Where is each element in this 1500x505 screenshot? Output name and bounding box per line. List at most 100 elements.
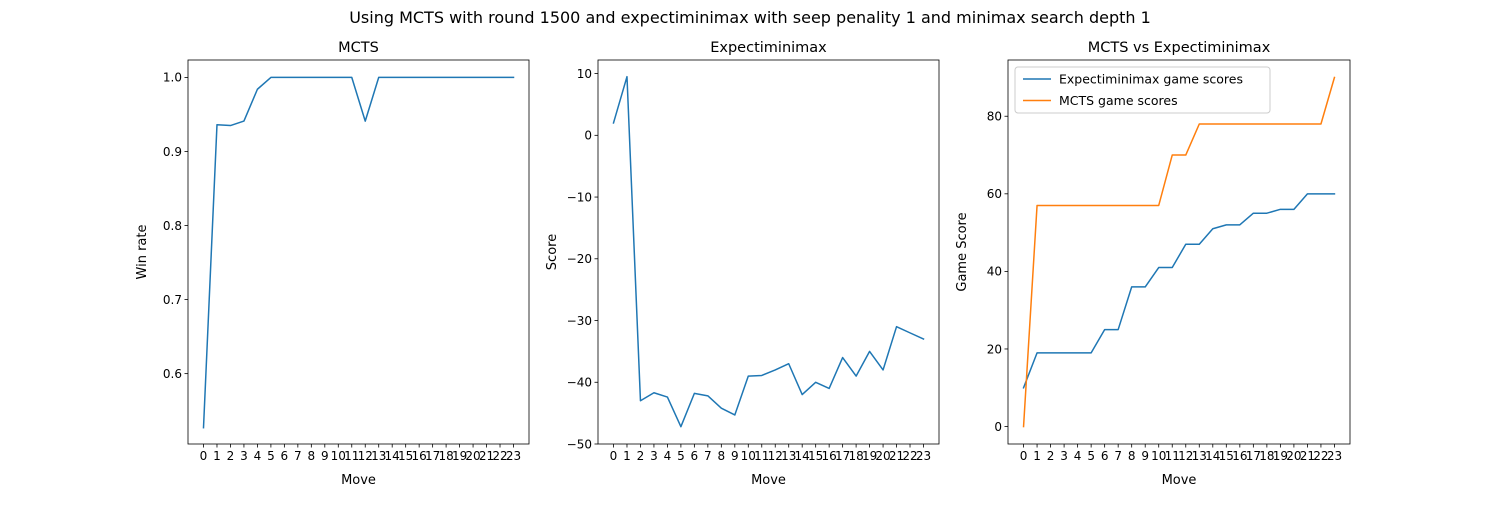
plot-frame [187, 59, 530, 445]
x-tick-label: 21 [889, 449, 904, 463]
x-tick-label: 22 [902, 449, 917, 463]
chart-panel-1: 0 1 2 3 4 5 6 7 8 9 10111213141516171819202122230.… [135, 40, 530, 488]
x-tick-label: 8 [718, 449, 726, 463]
x-axis-label: Move [751, 473, 786, 488]
figure-suptitle: Using MCTS with round 1500 and expectimi… [349, 8, 1151, 27]
chart-title: Expectiminimax [710, 40, 827, 56]
x-tick-label: 6 [281, 449, 289, 463]
y-tick-label: 10 [577, 67, 592, 81]
x-tick-label: 4 [664, 449, 672, 463]
x-axis-label: Move [341, 473, 376, 488]
y-tick-label: 0.8 [163, 219, 182, 233]
x-tick-label: 12 [768, 449, 783, 463]
series-line-2 [1022, 76, 1336, 428]
x-tick-label: 15 [1219, 449, 1234, 463]
y-axis-label: Score [545, 234, 560, 270]
x-tick-label: 1 [623, 449, 631, 463]
y-tick-label: 20 [987, 342, 1002, 356]
x-tick-label: 3 [650, 449, 658, 463]
y-tick-label: −50 [567, 437, 592, 451]
x-tick-label: 2 [227, 449, 235, 463]
x-tick-label: 12 [358, 449, 373, 463]
x-tick-label: 16 [1232, 449, 1247, 463]
x-tick-label: 8 [308, 449, 316, 463]
x-tick-label: 1 [213, 449, 221, 463]
chart-panel-3: 0 1 2 3 4 5 6 7 8 9 101112131415161718192021222302… [955, 40, 1351, 488]
x-tick-label: 5 [267, 449, 275, 463]
x-tick-label: 13 [781, 449, 796, 463]
x-tick-label: 16 [822, 449, 837, 463]
x-tick-label: 17 [1246, 449, 1261, 463]
x-tick-label: 15 [398, 449, 413, 463]
x-tick-label: 0 [200, 449, 208, 463]
x-tick-label: 7 [704, 449, 712, 463]
x-tick-label: 14 [1205, 449, 1220, 463]
x-tick-label: 7 [1114, 449, 1122, 463]
x-axis-label: Move [1162, 473, 1197, 488]
series-line-1 [202, 76, 515, 429]
x-tick-label: 17 [835, 449, 850, 463]
plot-frame [597, 59, 940, 445]
x-tick-label: 23 [506, 449, 521, 463]
x-tick-label: 19 [452, 449, 467, 463]
x-tick-label: 19 [862, 449, 877, 463]
chart-title: MCTS [338, 40, 379, 56]
y-tick-label: −10 [567, 190, 592, 204]
y-tick-label: 80 [987, 110, 1002, 124]
x-tick-label: 20 [875, 449, 890, 463]
x-tick-label: 2 [637, 449, 645, 463]
x-tick-label: 12 [1178, 449, 1193, 463]
y-tick-label: 1.0 [163, 71, 182, 85]
x-tick-label: 3 [240, 449, 248, 463]
x-tick-label: 15 [808, 449, 823, 463]
x-tick-label: 6 [691, 449, 699, 463]
legend-label: Expectiminimax game scores [1059, 72, 1243, 87]
x-tick-label: 10 [741, 449, 756, 463]
x-tick-label: 22 [1313, 449, 1328, 463]
y-tick-label: −30 [567, 314, 592, 328]
chart-title: MCTS vs Expectiminimax [1088, 40, 1271, 56]
x-tick-label: 19 [1273, 449, 1288, 463]
x-tick-label: 9 [1141, 449, 1149, 463]
series-line-1 [612, 75, 925, 428]
x-tick-label: 13 [1192, 449, 1207, 463]
x-tick-label: 9 [731, 449, 739, 463]
series-line-1 [1022, 193, 1336, 389]
x-tick-label: 20 [1286, 449, 1301, 463]
y-tick-label: 60 [987, 187, 1002, 201]
x-tick-label: 18 [438, 449, 453, 463]
x-tick-label: 18 [848, 449, 863, 463]
x-tick-label: 6 [1101, 449, 1109, 463]
x-tick-label: 9 [321, 449, 329, 463]
y-tick-label: 0.6 [163, 367, 182, 381]
chart-panel-2: 0 1 2 3 4 5 6 7 8 9 1011121314151617181920212223−5… [545, 40, 940, 488]
x-tick-label: 11 [1165, 449, 1180, 463]
y-tick-label: −20 [567, 252, 592, 266]
x-tick-label: 5 [1087, 449, 1095, 463]
x-tick-label: 21 [1300, 449, 1315, 463]
x-tick-label: 11 [754, 449, 769, 463]
x-tick-label: 17 [425, 449, 440, 463]
plot-frame [1007, 59, 1351, 445]
y-tick-label: −40 [567, 376, 592, 390]
x-tick-label: 8 [1128, 449, 1136, 463]
x-tick-label: 10 [1151, 449, 1166, 463]
x-tick-label: 3 [1060, 449, 1068, 463]
x-tick-label: 5 [677, 449, 685, 463]
y-axis-label: Win rate [135, 225, 150, 280]
x-tick-label: 1 [1033, 449, 1041, 463]
x-tick-label: 10 [331, 449, 346, 463]
y-tick-label: 0.9 [163, 145, 182, 159]
x-tick-label: 23 [916, 449, 931, 463]
y-tick-label: 0 [584, 129, 592, 143]
x-tick-label: 0 [610, 449, 618, 463]
y-axis-label: Game Score [955, 212, 970, 291]
x-tick-label: 13 [371, 449, 386, 463]
x-tick-label: 0 [1020, 449, 1028, 463]
legend-box [1014, 66, 1271, 114]
x-tick-label: 16 [412, 449, 427, 463]
x-tick-label: 7 [294, 449, 302, 463]
x-tick-label: 14 [795, 449, 810, 463]
